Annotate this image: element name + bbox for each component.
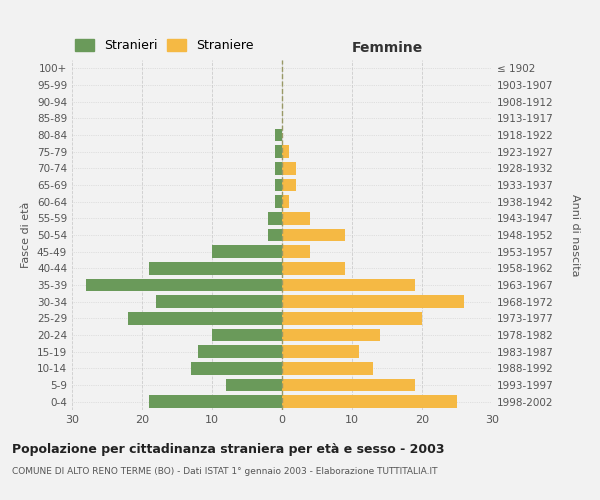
Legend: Stranieri, Straniere: Stranieri, Straniere [71, 35, 257, 56]
Bar [282, 279, 415, 291]
Bar [86, 279, 282, 291]
Y-axis label: Fasce di età: Fasce di età [22, 202, 31, 268]
Y-axis label: Anni di nascita: Anni di nascita [570, 194, 580, 276]
Bar [282, 179, 296, 192]
Text: Femmine: Femmine [352, 41, 422, 55]
Bar [282, 196, 289, 208]
Bar [282, 162, 296, 174]
Bar [275, 179, 282, 192]
Bar [282, 346, 359, 358]
Bar [191, 362, 282, 374]
Bar [128, 312, 282, 324]
Text: Popolazione per cittadinanza straniera per età e sesso - 2003: Popolazione per cittadinanza straniera p… [12, 442, 445, 456]
Bar [198, 346, 282, 358]
Bar [282, 246, 310, 258]
Bar [282, 329, 380, 341]
Text: COMUNE DI ALTO RENO TERME (BO) - Dati ISTAT 1° gennaio 2003 - Elaborazione TUTTI: COMUNE DI ALTO RENO TERME (BO) - Dati IS… [12, 468, 437, 476]
Bar [282, 212, 310, 224]
Bar [282, 312, 422, 324]
Bar [282, 396, 457, 408]
Bar [268, 212, 282, 224]
Bar [282, 229, 345, 241]
Bar [212, 246, 282, 258]
Bar [275, 146, 282, 158]
Bar [282, 379, 415, 391]
Bar [149, 262, 282, 274]
Bar [282, 362, 373, 374]
Bar [149, 396, 282, 408]
Bar [275, 129, 282, 141]
Bar [268, 229, 282, 241]
Bar [275, 162, 282, 174]
Bar [275, 196, 282, 208]
Bar [156, 296, 282, 308]
Bar [282, 146, 289, 158]
Bar [212, 329, 282, 341]
Bar [226, 379, 282, 391]
Bar [282, 296, 464, 308]
Bar [282, 262, 345, 274]
